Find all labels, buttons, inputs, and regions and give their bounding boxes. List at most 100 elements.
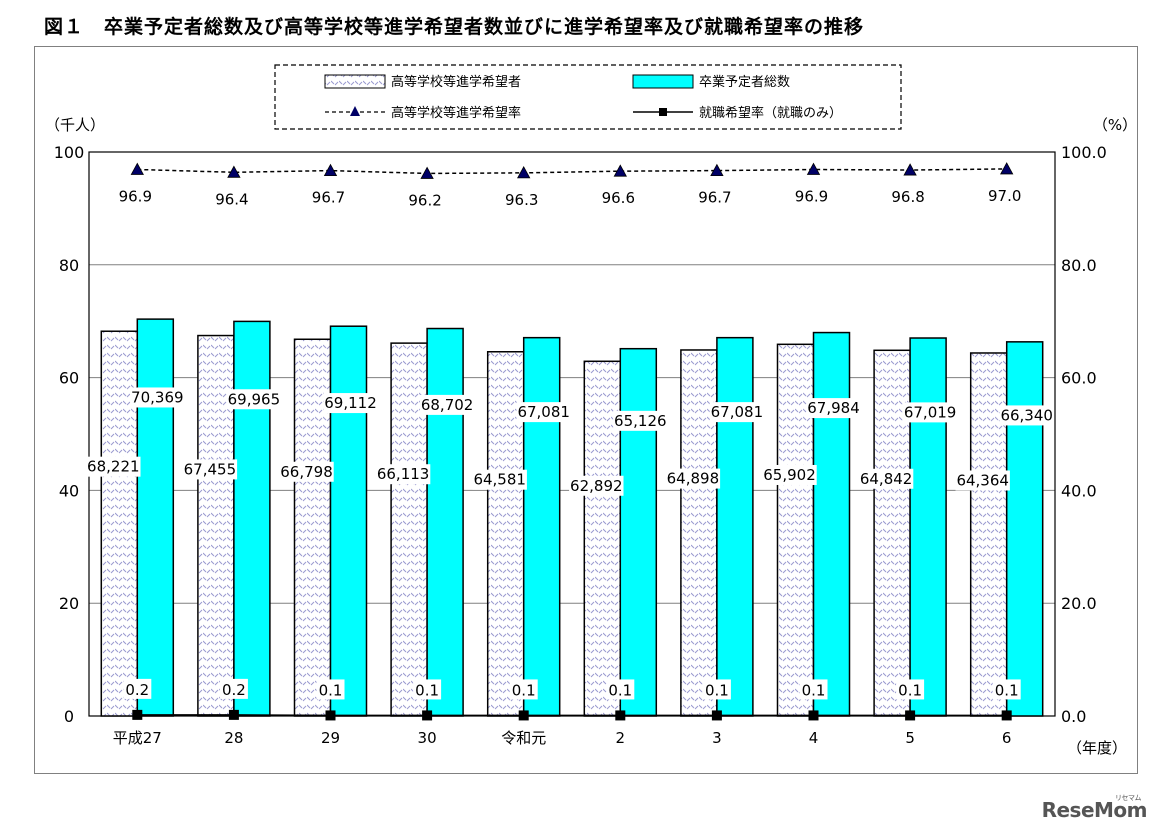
data-label-text: 64,842 bbox=[860, 470, 913, 488]
data-label-bg bbox=[516, 402, 571, 423]
data-label-text: 0.1 bbox=[705, 681, 729, 699]
bar-graduates bbox=[909, 337, 947, 717]
data-label-text: 0.1 bbox=[319, 681, 343, 699]
x-tick-label: 平成27 bbox=[113, 729, 162, 747]
x-tick-label: 3 bbox=[712, 729, 722, 747]
advancing-value-label: 64,842 bbox=[858, 468, 914, 489]
left-tick-label: 80 bbox=[59, 256, 79, 275]
chart-svg: 0 0.0 20 20.0 40 40.0 60 60.0 80 80.0 100 100.0 （千人）… bbox=[45, 64, 1137, 757]
data-label-text: 70,369 bbox=[131, 388, 184, 406]
data-label-text: 66,340 bbox=[1000, 406, 1053, 424]
advancing-value-label: 64,364 bbox=[955, 470, 1010, 491]
legend-item-advancing: 高等学校等進学希望者 bbox=[324, 74, 521, 90]
data-label-text: 67,019 bbox=[904, 403, 957, 421]
advancing-value-label: 65,902 bbox=[762, 464, 817, 485]
advancing-rate-marker bbox=[227, 165, 241, 178]
data-label-bg bbox=[219, 678, 248, 699]
data-label-bg bbox=[709, 402, 765, 423]
watermark-small-text: リセマム bbox=[1115, 794, 1142, 802]
bar-series-group bbox=[100, 318, 1044, 717]
employment-rate-label: 0.2 bbox=[123, 678, 152, 699]
axes: 0 0.0 20 20.0 40 40.0 60 60.0 80 80.0 100 100.0 （千人）… bbox=[45, 116, 1137, 757]
advancing-rate-marker bbox=[130, 162, 144, 175]
data-label-text: 62,892 bbox=[570, 477, 623, 495]
data-label-bg bbox=[799, 679, 828, 700]
graduates-value-label: 66,340 bbox=[999, 405, 1054, 426]
bar-graduates bbox=[329, 325, 368, 717]
advancing-rate-marker bbox=[710, 163, 724, 177]
employment-rate-label: 0.1 bbox=[606, 679, 635, 700]
graduates-value-label: 68,702 bbox=[419, 394, 475, 415]
advancing-rate-label: 96.3 bbox=[505, 191, 538, 209]
bar-advancing bbox=[390, 342, 428, 717]
advancing-rate-marker bbox=[420, 166, 434, 179]
data-label-bg bbox=[613, 410, 668, 431]
data-labels-group: 68,221 70,369 67,455 69,965 66,798 69,112 66,1… bbox=[86, 187, 1054, 700]
data-label-bg bbox=[955, 470, 1010, 491]
right-axis-unit: （%） bbox=[1093, 116, 1137, 134]
legend-label: 高等学校等進学希望者 bbox=[391, 74, 521, 90]
advancing-value-label: 66,798 bbox=[279, 461, 334, 482]
data-label-text: 64,581 bbox=[473, 471, 526, 489]
advancing-rate-label: 96.2 bbox=[408, 191, 441, 209]
data-label-bg bbox=[413, 679, 442, 700]
bar-graduates bbox=[136, 318, 175, 717]
bar-graduates bbox=[233, 320, 271, 717]
x-tick-label: 4 bbox=[809, 729, 819, 747]
data-label-text: 0.1 bbox=[415, 681, 439, 699]
data-label-bg bbox=[665, 468, 721, 489]
data-label-bg bbox=[419, 394, 475, 415]
data-label-text: 0.2 bbox=[125, 681, 149, 699]
advancing-rate-label: 96.9 bbox=[795, 187, 828, 205]
advancing-value-label: 68,221 bbox=[86, 456, 141, 477]
advancing-rate-marker bbox=[613, 164, 627, 177]
line-series-group bbox=[130, 162, 1014, 721]
graduates-value-label: 65,126 bbox=[613, 410, 668, 431]
data-label-text: 0.1 bbox=[898, 681, 922, 699]
bar-graduates bbox=[522, 336, 561, 717]
right-tick-label: 0.0 bbox=[1061, 707, 1086, 726]
legend-square-marker bbox=[659, 108, 667, 116]
data-label-bg bbox=[999, 405, 1054, 426]
data-label-text: 66,798 bbox=[280, 463, 333, 481]
data-label-bg bbox=[606, 679, 635, 700]
data-label-text: 65,902 bbox=[763, 466, 816, 484]
data-label-text: 69,112 bbox=[324, 394, 377, 412]
left-axis-unit: （千人） bbox=[45, 116, 105, 134]
data-label-bg bbox=[123, 678, 152, 699]
employment-rate-marker bbox=[132, 709, 143, 720]
data-label-text: 68,702 bbox=[421, 396, 474, 414]
right-tick-label: 40.0 bbox=[1061, 481, 1097, 500]
data-label-text: 64,364 bbox=[956, 471, 1009, 489]
advancing-rate-line bbox=[137, 168, 1007, 175]
legend-item-advancing-rate: 高等学校等進学希望率 bbox=[325, 105, 521, 121]
data-label-bg bbox=[858, 468, 914, 489]
advancing-rate-label: 96.7 bbox=[698, 189, 731, 207]
bar-graduates bbox=[716, 336, 754, 717]
employment-rate-label: 0.1 bbox=[316, 679, 345, 700]
data-label-text: 0.2 bbox=[222, 681, 246, 699]
advancing-rate-marker bbox=[806, 162, 821, 175]
graduates-value-label: 69,112 bbox=[323, 393, 378, 414]
employment-rate-marker bbox=[808, 710, 819, 721]
x-tick-label: 2 bbox=[616, 729, 626, 747]
legend-swatch-cyan bbox=[632, 74, 694, 89]
watermark-logo: ReseMom リセマム bbox=[1041, 794, 1148, 822]
x-tick-label: 30 bbox=[418, 729, 437, 747]
graduates-value-label: 67,081 bbox=[516, 402, 571, 423]
employment-rate-label: 0.1 bbox=[702, 679, 731, 700]
graduates-value-label: 70,369 bbox=[130, 387, 185, 408]
x-tick-label: 6 bbox=[1002, 729, 1012, 747]
data-label-bg bbox=[130, 387, 185, 408]
data-label-bg bbox=[226, 389, 282, 410]
data-label-bg bbox=[279, 461, 334, 482]
legend-label: 就職希望率（就職のみ） bbox=[699, 105, 842, 121]
x-tick-label: 令和元 bbox=[501, 729, 546, 747]
bar-graduates bbox=[1005, 341, 1044, 717]
watermark-text: ReseMom bbox=[1041, 798, 1148, 822]
employment-rate-marker bbox=[1001, 710, 1012, 721]
employment-rate-label: 0.1 bbox=[992, 679, 1021, 700]
data-label-text: 65,126 bbox=[614, 412, 667, 430]
data-label-text: 0.1 bbox=[608, 681, 632, 699]
